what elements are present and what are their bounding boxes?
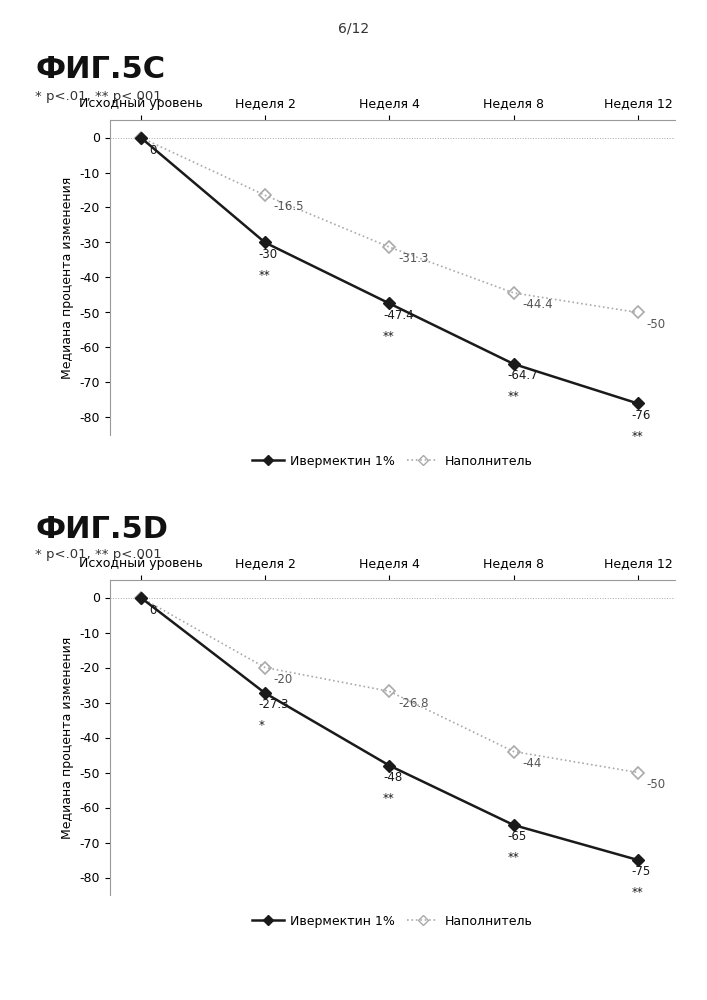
- Text: **: **: [631, 886, 643, 899]
- Text: **: **: [631, 430, 643, 443]
- Text: -16.5: -16.5: [274, 200, 304, 214]
- Y-axis label: Медиана процента изменения: Медиана процента изменения: [61, 636, 74, 839]
- Text: -44: -44: [522, 757, 542, 770]
- Legend: Ивермектин 1%, Наполнитель: Ивермектин 1%, Наполнитель: [247, 910, 537, 933]
- Text: -30: -30: [259, 248, 278, 261]
- Text: *: *: [259, 719, 264, 732]
- Text: **: **: [259, 269, 271, 282]
- Text: -75: -75: [631, 865, 651, 878]
- Text: 0: 0: [149, 144, 157, 157]
- Text: -76: -76: [631, 409, 651, 422]
- Text: **: **: [508, 390, 519, 403]
- Text: -47.4: -47.4: [383, 309, 414, 322]
- Y-axis label: Медиана процента изменения: Медиана процента изменения: [61, 176, 74, 379]
- Text: -26.8: -26.8: [398, 697, 428, 710]
- Text: 6/12: 6/12: [338, 22, 369, 36]
- Text: -27.3: -27.3: [259, 698, 289, 711]
- Text: -31.3: -31.3: [398, 252, 428, 265]
- Legend: Ивермектин 1%, Наполнитель: Ивермектин 1%, Наполнитель: [247, 450, 537, 473]
- Text: -50: -50: [647, 778, 666, 791]
- Text: -44.4: -44.4: [522, 298, 553, 311]
- Text: * p<.01, ** p<.001: * p<.01, ** p<.001: [35, 548, 162, 561]
- Text: 0: 0: [149, 604, 157, 617]
- Text: ФИГ.5D: ФИГ.5D: [35, 515, 168, 544]
- Text: **: **: [383, 330, 395, 343]
- Text: **: **: [383, 792, 395, 805]
- Text: -50: -50: [647, 318, 666, 331]
- Text: -64.7: -64.7: [508, 369, 538, 382]
- Text: -48: -48: [383, 771, 402, 784]
- Text: **: **: [508, 851, 519, 864]
- Text: ФИГ.5С: ФИГ.5С: [35, 55, 165, 84]
- Text: -20: -20: [274, 673, 293, 686]
- Text: -65: -65: [508, 830, 527, 843]
- Text: * p<.01, ** p<.001: * p<.01, ** p<.001: [35, 90, 162, 103]
